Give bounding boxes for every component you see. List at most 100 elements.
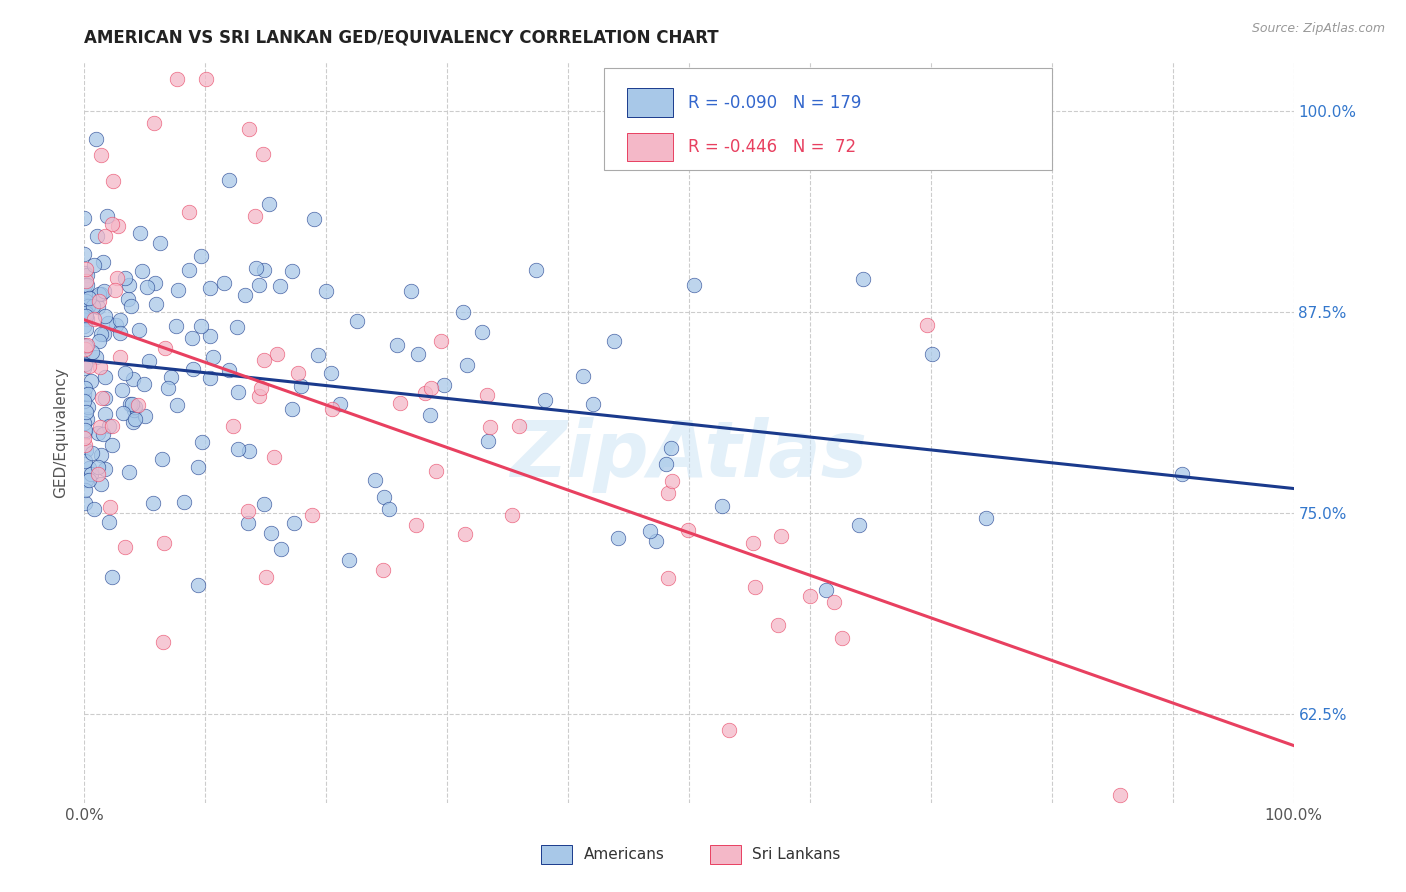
Point — [453, 526, 475, 541]
Point — [73, 302, 96, 317]
Point — [287, 366, 309, 380]
Point — [346, 314, 368, 328]
Text: ZipAtlas: ZipAtlas — [510, 417, 868, 493]
Point — [252, 147, 274, 161]
Point — [149, 236, 172, 251]
Point — [290, 378, 312, 392]
Point — [200, 370, 222, 384]
Point — [73, 267, 96, 281]
Point — [114, 366, 136, 380]
Point — [101, 437, 124, 451]
Point — [117, 293, 139, 307]
Point — [245, 260, 267, 275]
Point — [770, 529, 793, 543]
Point — [94, 370, 117, 384]
Point — [269, 279, 291, 293]
Point — [82, 344, 104, 359]
Point — [108, 326, 131, 341]
Point — [190, 318, 212, 333]
Point — [302, 212, 325, 227]
Point — [136, 280, 159, 294]
Point — [425, 464, 447, 478]
Point — [107, 219, 129, 234]
Point — [683, 278, 706, 293]
Text: Sri Lankans: Sri Lankans — [752, 847, 841, 862]
Point — [93, 407, 115, 421]
Point — [124, 400, 146, 414]
Point — [717, 723, 740, 737]
Point — [799, 589, 821, 603]
Point — [471, 326, 494, 340]
Point — [451, 305, 474, 319]
Point — [456, 358, 478, 372]
Point — [218, 172, 240, 186]
Point — [661, 474, 683, 488]
Point — [201, 351, 224, 365]
Point — [238, 504, 260, 518]
Point — [250, 381, 273, 395]
Point — [371, 563, 394, 577]
Point — [711, 499, 734, 513]
Point — [848, 517, 870, 532]
Point — [76, 277, 98, 292]
Point — [200, 329, 222, 343]
Point — [73, 246, 96, 260]
Point — [73, 483, 96, 498]
Point — [180, 331, 202, 345]
Point — [75, 442, 97, 457]
Point — [976, 511, 998, 525]
Point — [245, 209, 267, 223]
Point — [80, 445, 103, 459]
Point — [301, 508, 323, 522]
Point — [212, 277, 235, 291]
Text: Source: ZipAtlas.com: Source: ZipAtlas.com — [1251, 22, 1385, 36]
Text: Americans: Americans — [583, 847, 665, 862]
Y-axis label: GED/Equivalency: GED/Equivalency — [53, 368, 69, 498]
Point — [83, 502, 105, 516]
Point — [73, 381, 96, 395]
Point — [508, 419, 530, 434]
Point — [73, 424, 96, 438]
Point — [127, 398, 149, 412]
Point — [582, 397, 605, 411]
Point — [101, 570, 124, 584]
Point — [84, 132, 107, 146]
Point — [90, 147, 112, 161]
Point — [233, 288, 256, 302]
Point — [90, 327, 112, 342]
Point — [118, 465, 141, 479]
Point — [200, 281, 222, 295]
Point — [238, 516, 260, 531]
Point — [90, 286, 112, 301]
Point — [77, 400, 100, 414]
Point — [75, 339, 97, 353]
Point — [91, 426, 114, 441]
Point — [138, 354, 160, 368]
Point — [86, 467, 108, 481]
Point — [1109, 788, 1132, 802]
Point — [120, 299, 142, 313]
Point — [79, 467, 101, 481]
Point — [226, 442, 249, 456]
Point — [100, 218, 122, 232]
Point — [76, 306, 98, 320]
Point — [385, 338, 408, 352]
Point — [87, 300, 110, 314]
Point — [655, 457, 678, 471]
Point — [91, 254, 114, 268]
Point — [98, 500, 121, 514]
Point — [94, 462, 117, 476]
Point — [388, 396, 411, 410]
Point — [187, 578, 209, 592]
Point — [533, 392, 555, 407]
Point — [73, 393, 96, 408]
Point — [143, 276, 166, 290]
Point — [226, 385, 249, 400]
Point — [76, 412, 98, 426]
Point — [89, 360, 111, 375]
Point — [75, 473, 97, 487]
Point — [90, 477, 112, 491]
Point — [118, 397, 141, 411]
Point — [83, 258, 105, 272]
Point — [87, 426, 110, 441]
